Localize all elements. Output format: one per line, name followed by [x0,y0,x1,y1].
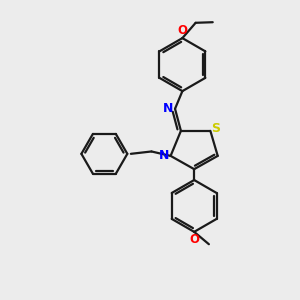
Text: N: N [159,149,169,162]
Text: S: S [211,122,220,135]
Text: N: N [164,102,174,115]
Text: O: O [177,24,188,37]
Text: O: O [189,233,199,246]
